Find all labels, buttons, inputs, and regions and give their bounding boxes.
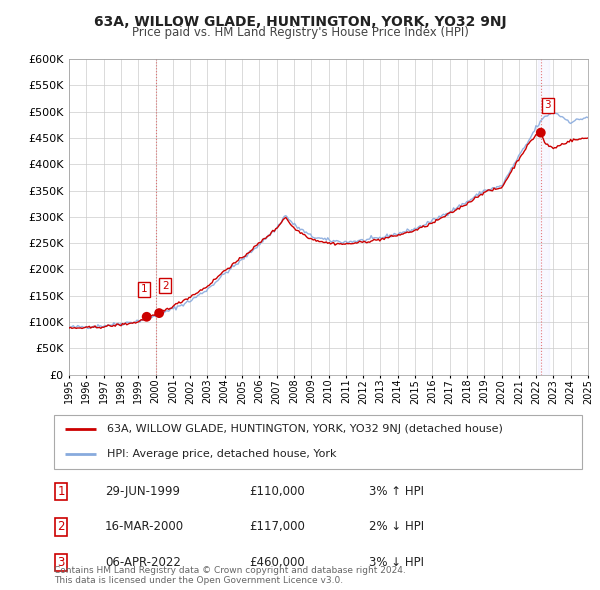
Text: 29-JUN-1999: 29-JUN-1999 bbox=[105, 485, 180, 498]
Text: 3: 3 bbox=[544, 100, 551, 110]
Text: HPI: Average price, detached house, York: HPI: Average price, detached house, York bbox=[107, 450, 337, 460]
Text: 2: 2 bbox=[57, 520, 65, 533]
FancyBboxPatch shape bbox=[55, 518, 67, 536]
Text: 63A, WILLOW GLADE, HUNTINGTON, YORK, YO32 9NJ: 63A, WILLOW GLADE, HUNTINGTON, YORK, YO3… bbox=[94, 15, 506, 29]
Text: £460,000: £460,000 bbox=[249, 556, 305, 569]
Point bbox=[536, 128, 545, 137]
Text: Price paid vs. HM Land Registry's House Price Index (HPI): Price paid vs. HM Land Registry's House … bbox=[131, 26, 469, 39]
Text: 16-MAR-2000: 16-MAR-2000 bbox=[105, 520, 184, 533]
Text: 2% ↓ HPI: 2% ↓ HPI bbox=[369, 520, 424, 533]
Text: 3: 3 bbox=[57, 556, 65, 569]
Text: Contains HM Land Registry data © Crown copyright and database right 2024.
This d: Contains HM Land Registry data © Crown c… bbox=[54, 566, 406, 585]
FancyBboxPatch shape bbox=[54, 415, 582, 469]
Text: 1: 1 bbox=[57, 485, 65, 498]
Text: 63A, WILLOW GLADE, HUNTINGTON, YORK, YO32 9NJ (detached house): 63A, WILLOW GLADE, HUNTINGTON, YORK, YO3… bbox=[107, 424, 503, 434]
Bar bbox=[538, 59, 550, 375]
Text: £110,000: £110,000 bbox=[249, 485, 305, 498]
Text: 3% ↓ HPI: 3% ↓ HPI bbox=[369, 556, 424, 569]
Text: 1: 1 bbox=[141, 284, 148, 294]
Text: 3% ↑ HPI: 3% ↑ HPI bbox=[369, 485, 424, 498]
Point bbox=[142, 312, 151, 322]
FancyBboxPatch shape bbox=[55, 483, 67, 500]
Text: 2: 2 bbox=[162, 281, 169, 291]
Text: 06-APR-2022: 06-APR-2022 bbox=[105, 556, 181, 569]
Text: £117,000: £117,000 bbox=[249, 520, 305, 533]
FancyBboxPatch shape bbox=[55, 553, 67, 571]
Point bbox=[154, 309, 164, 318]
